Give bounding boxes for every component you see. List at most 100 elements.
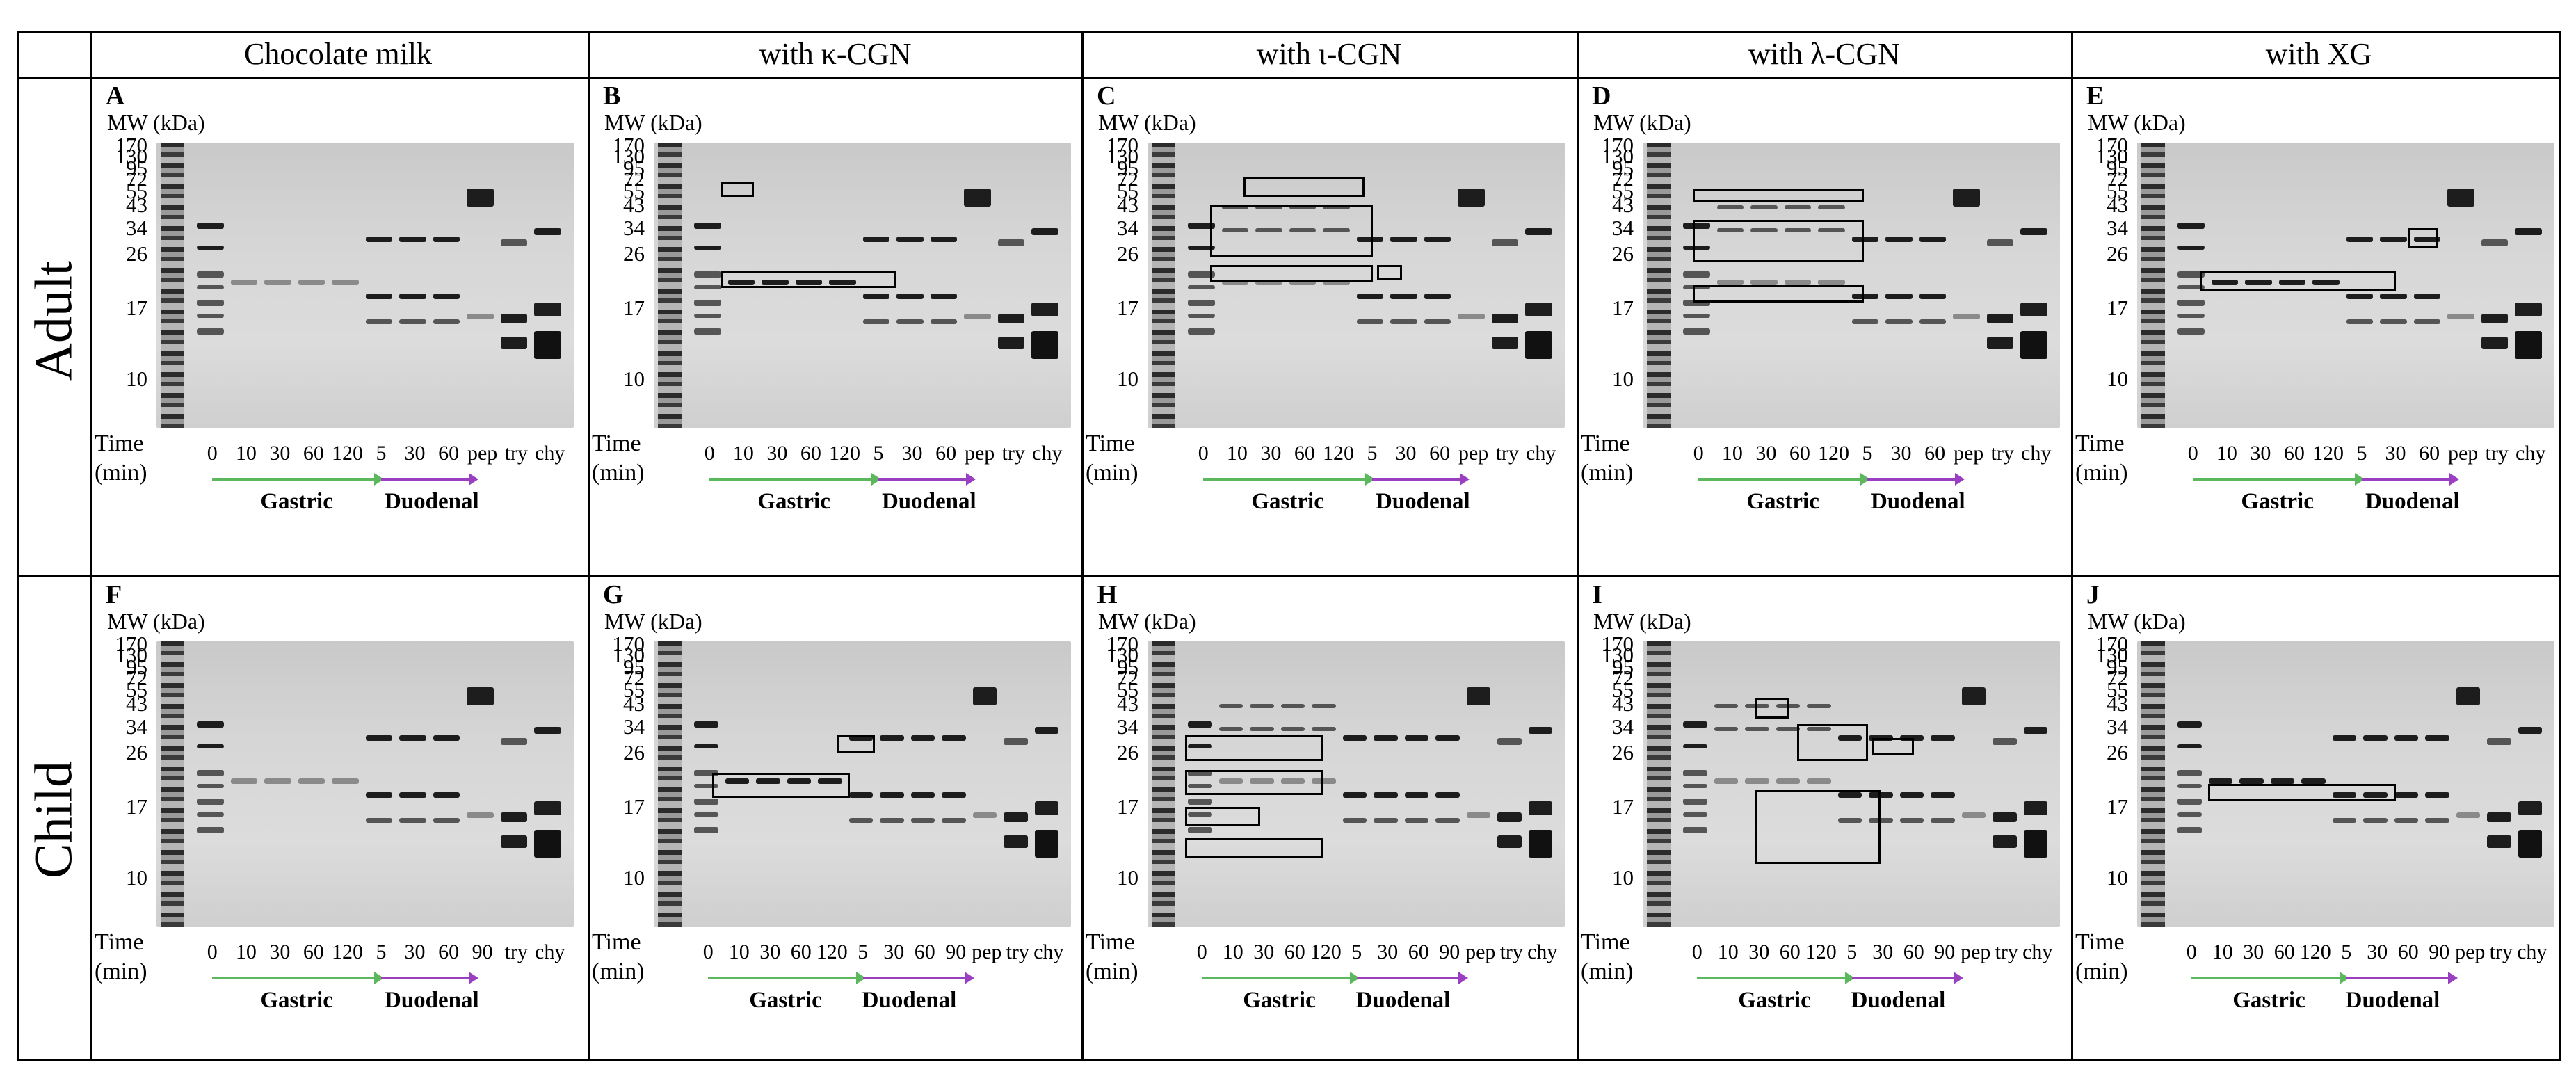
mw-tick-label: 95 — [2107, 155, 2128, 180]
protein-band — [1342, 792, 1367, 798]
lane-label: 60 — [935, 442, 957, 465]
protein-band — [2518, 830, 2542, 858]
lane-label: 10 — [1717, 940, 1739, 963]
protein-band — [1528, 727, 1552, 734]
protein-band — [1683, 784, 1707, 788]
protein-band — [1404, 792, 1428, 798]
protein-band — [197, 246, 224, 250]
protein-band — [197, 314, 224, 318]
protein-band — [1289, 228, 1317, 232]
protein-band — [2380, 294, 2407, 299]
mw-tick-label: 55 — [1117, 677, 1138, 702]
protein-band — [997, 337, 1025, 349]
mw-tick-label: 55 — [1612, 178, 1634, 203]
time-caption: Time — [95, 431, 144, 456]
protein-band — [2312, 280, 2340, 285]
protein-band — [433, 735, 460, 741]
lane-label: 60 — [1779, 940, 1801, 963]
highlight-box — [721, 182, 754, 197]
protein-band — [942, 818, 966, 823]
gel-lane — [693, 641, 720, 927]
protein-band — [1961, 687, 1986, 705]
lane-label: 30 — [766, 442, 788, 465]
protein-band — [1255, 228, 1282, 232]
gel-lane — [1389, 143, 1419, 428]
protein-band — [264, 280, 291, 285]
protein-band — [1188, 328, 1215, 335]
mw-tick-label: 72 — [1612, 666, 1634, 691]
duodenal-arrow — [862, 972, 974, 984]
lane-label: 0 — [207, 442, 218, 465]
mw-tick-label: 34 — [623, 215, 645, 240]
protein-band — [2394, 792, 2418, 798]
protein-band — [2481, 239, 2509, 246]
gel-lane — [465, 143, 495, 428]
protein-band — [1280, 727, 1305, 731]
mw-tick-label: 72 — [126, 666, 147, 691]
highlight-box — [837, 735, 875, 753]
protein-band — [1837, 818, 1862, 823]
mw-tick-label: 26 — [2107, 739, 2128, 764]
gastric-phase-label: Gastric — [260, 489, 333, 514]
protein-band — [1750, 205, 1778, 209]
highlight-box — [712, 772, 850, 799]
gel-lane — [1186, 143, 1216, 428]
protein-band — [972, 687, 997, 705]
protein-band — [433, 818, 460, 823]
protein-band — [1818, 228, 1845, 232]
protein-band — [1931, 735, 1955, 741]
lane-label: 0 — [2187, 442, 2198, 465]
time-unit-caption: (min) — [1086, 460, 1138, 486]
panel-letter: H — [1097, 580, 1118, 609]
gel-lane — [263, 641, 293, 927]
lane-label: 10 — [1226, 442, 1248, 465]
protein-band — [2177, 223, 2205, 229]
molecular-weight-ladder — [1152, 143, 1175, 428]
gel-lane — [1465, 641, 1492, 927]
panel-letter: C — [1097, 81, 1116, 111]
protein-band — [2177, 784, 2202, 788]
protein-band — [2245, 280, 2272, 285]
highlight-box — [2408, 228, 2438, 248]
lane-label: chy — [1033, 940, 1064, 963]
protein-band — [1837, 735, 1862, 741]
time-caption: Time — [1086, 431, 1135, 456]
protein-band — [1289, 280, 1317, 285]
protein-band — [534, 331, 561, 359]
protein-band — [1221, 228, 1249, 232]
protein-band — [1188, 770, 1212, 776]
protein-band — [1784, 205, 1812, 209]
protein-band — [1953, 189, 1980, 207]
gel-lane — [724, 641, 751, 927]
lane-label: 30 — [2367, 940, 2388, 963]
molecular-weight-ladder — [658, 641, 682, 927]
protein-band — [1374, 792, 1398, 798]
protein-band — [1323, 228, 1350, 232]
protein-band — [896, 319, 924, 324]
lane-label: 30 — [759, 940, 781, 963]
lane-label: 60 — [2283, 442, 2305, 465]
gel-lane — [195, 641, 225, 927]
protein-band — [2413, 237, 2441, 242]
protein-band — [1323, 280, 1350, 285]
protein-band — [365, 818, 393, 823]
mw-tick-label: 130 — [1601, 144, 1634, 169]
protein-band — [197, 285, 224, 289]
protein-band — [2380, 319, 2407, 324]
mw-axis-title: MW (kDa) — [2088, 609, 2186, 634]
duodenal-arrow — [1356, 972, 1468, 984]
gastric-arrow — [709, 473, 881, 486]
protein-band — [2481, 314, 2509, 323]
mw-tick-label: 170 — [612, 133, 645, 157]
protein-band — [197, 744, 224, 748]
mw-tick-label: 34 — [2107, 714, 2128, 739]
mw-tick-label: 130 — [115, 643, 148, 668]
time-caption: Time — [2075, 431, 2125, 456]
lane-label: 120 — [2299, 940, 2331, 963]
lane-label: 5 — [1367, 442, 1378, 465]
protein-band — [1745, 727, 1769, 731]
mw-axis-title: MW (kDa) — [1593, 110, 1691, 135]
protein-band — [467, 812, 494, 818]
protein-band — [1034, 830, 1058, 858]
protein-band — [1188, 827, 1212, 833]
